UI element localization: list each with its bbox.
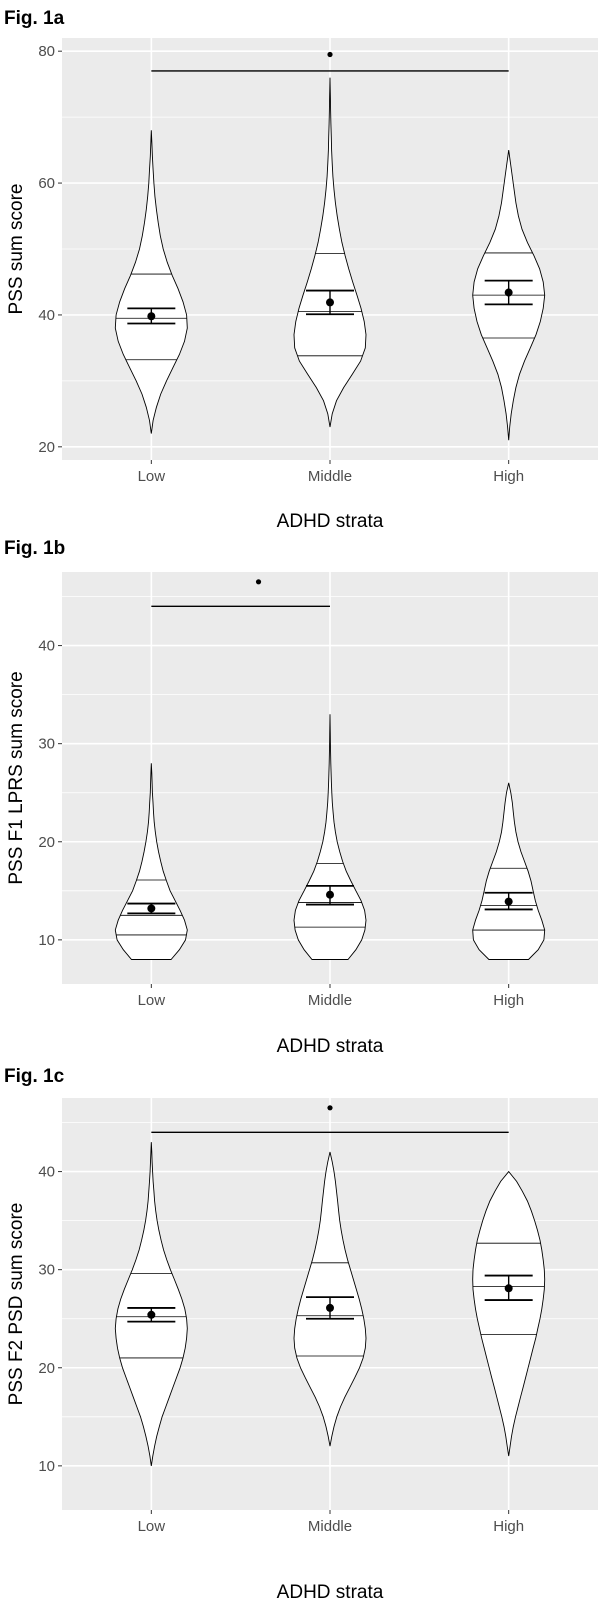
mean-point <box>326 1303 334 1312</box>
x-tick-label-low: Low <box>138 1518 166 1535</box>
x-axis-title: ADHD strata <box>277 1036 384 1057</box>
mean-point <box>326 298 334 307</box>
y-tick-label: 30 <box>38 736 55 753</box>
y-tick-label: 20 <box>38 834 55 851</box>
violin-middle <box>293 1151 367 1447</box>
y-tick-label: 10 <box>38 932 55 949</box>
violin-outline <box>114 130 188 434</box>
mean-point <box>504 288 513 297</box>
x-tick-label-high: High <box>493 1518 524 1535</box>
violin-high <box>472 782 546 960</box>
violin-outline <box>472 782 546 960</box>
significance-marker <box>327 51 333 58</box>
y-tick-label: 40 <box>38 638 55 655</box>
violin-low <box>114 763 188 960</box>
mean-point <box>326 890 334 899</box>
y-tick-label: 10 <box>38 1458 55 1475</box>
x-tick-label-middle: Middle <box>308 1518 352 1535</box>
x-tick-label-high: High <box>493 992 524 1009</box>
x-axis-title: ADHD strata <box>277 1582 384 1603</box>
x-tick-label-low: Low <box>138 468 166 485</box>
violin-outline <box>293 77 367 428</box>
x-tick-label-middle: Middle <box>308 468 352 485</box>
violin-middle <box>293 77 367 428</box>
violin-outline <box>293 714 367 960</box>
violin-middle <box>293 714 367 960</box>
mean-point <box>504 897 513 906</box>
violin-low <box>114 130 188 434</box>
significance-marker <box>255 579 262 585</box>
chart-fig-1c: 10 20 30 40 Low Middle High ADHD strata PSS F2 P… <box>6 1098 598 1603</box>
y-tick-label: 40 <box>38 307 55 324</box>
fig-1c-label: Fig. 1c <box>4 1066 65 1087</box>
mean-point <box>147 1310 156 1319</box>
mean-point <box>504 1284 513 1293</box>
y-axis-title: PSS F1 LPRS sum score <box>6 671 27 884</box>
mean-point <box>147 312 156 321</box>
x-axis-title: ADHD strata <box>277 511 384 532</box>
violin-outline <box>472 1170 546 1457</box>
fig-1a-label: Fig. 1a <box>4 8 65 29</box>
x-tick-label-high: High <box>493 468 524 485</box>
y-tick-label: 20 <box>38 439 55 456</box>
violin-outline <box>114 763 188 960</box>
y-tick-label: 60 <box>38 175 55 192</box>
y-tick-label: 20 <box>38 1360 55 1377</box>
violin-low <box>114 1142 188 1466</box>
violin-high <box>472 1170 546 1457</box>
y-tick-label: 80 <box>38 43 55 60</box>
violin-high <box>472 150 546 441</box>
fig-1b-label: Fig. 1b <box>4 538 66 559</box>
y-axis-title: PSS sum score <box>6 184 27 315</box>
x-tick-label-low: Low <box>138 992 166 1009</box>
mean-point <box>147 904 156 913</box>
x-tick-label-middle: Middle <box>308 992 352 1009</box>
significance-marker <box>327 1105 333 1111</box>
y-axis-title: PSS F2 PSD sum score <box>6 1203 27 1406</box>
chart-fig-1b: 10 20 30 40 Low Middle High ADHD strata PSS F1 L… <box>6 572 598 1057</box>
y-tick-label: 30 <box>38 1262 55 1279</box>
y-tick-label: 40 <box>38 1164 55 1181</box>
chart-fig-1a: 20 40 60 80 Low Middle High ADHD strata PSS sum … <box>6 38 598 532</box>
